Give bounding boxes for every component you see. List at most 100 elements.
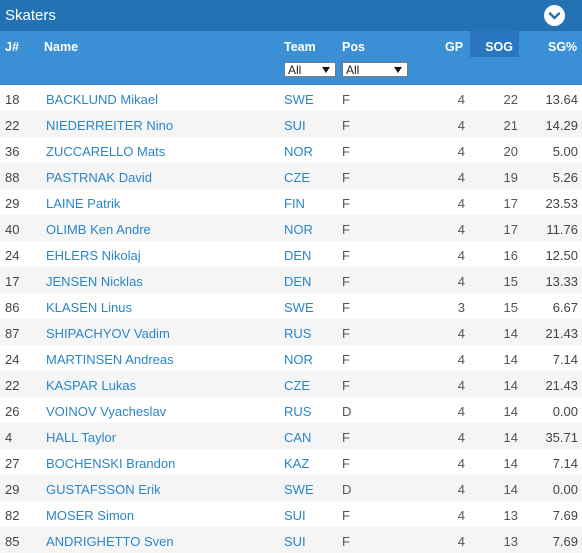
shooting-percentage-cell: 21.43 (545, 326, 578, 341)
position-cell: F (342, 456, 350, 471)
team-link[interactable]: SWE (284, 300, 314, 315)
table-row: 85 ANDRIGHETTO Sven SUI F 4 13 7.69 (0, 527, 582, 553)
shots-on-goal-cell: 17 (503, 222, 518, 237)
position-cell: D (342, 482, 352, 497)
player-name-link[interactable]: KLASEN Linus (46, 300, 132, 315)
shots-on-goal-cell: 17 (503, 196, 518, 211)
team-link[interactable]: SUI (284, 508, 306, 523)
games-played-cell: 4 (457, 378, 465, 393)
shooting-percentage-cell: 14.29 (545, 118, 578, 133)
shots-on-goal-cell: 14 (503, 326, 518, 341)
team-link[interactable]: CZE (284, 170, 310, 185)
player-name-link[interactable]: OLIMB Ken Andre (46, 222, 151, 237)
team-link[interactable]: RUS (284, 326, 312, 341)
games-played-cell: 4 (457, 118, 465, 133)
column-header-team[interactable]: Team (284, 40, 316, 54)
column-header-gp[interactable]: GP (445, 40, 464, 54)
games-played-cell: 4 (457, 196, 465, 211)
table-row: 22 NIEDERREITER Nino SUI F 4 21 14.29 (0, 111, 582, 137)
position-cell: F (342, 118, 350, 133)
team-link[interactable]: SUI (284, 118, 306, 133)
position-cell: F (342, 196, 350, 211)
player-name-link[interactable]: MOSER Simon (46, 508, 135, 523)
table-header: J# Name Team Pos GP SOG SG% All All (0, 31, 582, 85)
shots-on-goal-cell: 20 (503, 144, 518, 159)
player-name-link[interactable]: LAINE Patrik (46, 196, 121, 211)
position-cell: F (342, 352, 350, 367)
team-link[interactable]: NOR (284, 222, 313, 237)
games-played-cell: 4 (457, 404, 465, 419)
team-link[interactable]: CZE (284, 378, 310, 393)
table-row: 24 EHLERS Nikolaj DEN F 4 16 12.50 (0, 241, 582, 267)
player-name-link[interactable]: EHLERS Nikolaj (46, 248, 141, 263)
position-cell: F (342, 430, 350, 445)
player-name-link[interactable]: JENSEN Nicklas (46, 274, 143, 289)
team-link[interactable]: DEN (284, 248, 312, 263)
games-played-cell: 4 (457, 352, 465, 367)
player-name-link[interactable]: SHIPACHYOV Vadim (46, 326, 170, 341)
jersey-cell: 87 (5, 326, 20, 341)
games-played-cell: 4 (457, 508, 465, 523)
team-filter-value: All (288, 63, 302, 77)
panel-title: Skaters (5, 7, 56, 24)
team-link[interactable]: NOR (284, 352, 313, 367)
jersey-cell: 82 (5, 508, 20, 523)
table-row: 82 MOSER Simon SUI F 4 13 7.69 (0, 501, 582, 527)
shots-on-goal-cell: 13 (503, 534, 518, 549)
table-row: 29 GUSTAFSSON Erik SWE D 4 14 0.00 (0, 475, 582, 501)
column-header-pos[interactable]: Pos (342, 40, 365, 54)
column-header-sog[interactable]: SOG (470, 31, 519, 57)
collapse-button[interactable] (544, 5, 565, 26)
player-name-link[interactable]: ANDRIGHETTO Sven (46, 534, 174, 549)
shooting-percentage-cell: 7.14 (552, 352, 578, 367)
position-cell: F (342, 170, 350, 185)
player-name-link[interactable]: HALL Taylor (46, 430, 117, 445)
position-cell: F (342, 300, 350, 315)
player-name-link[interactable]: VOINOV Vyacheslav (46, 404, 167, 419)
team-link[interactable]: SWE (284, 482, 314, 497)
shooting-percentage-cell: 21.43 (545, 378, 578, 393)
team-link[interactable]: SUI (284, 534, 306, 549)
table-row: 40 OLIMB Ken Andre NOR F 4 17 11.76 (0, 215, 582, 241)
player-name-link[interactable]: ZUCCARELLO Mats (46, 144, 166, 159)
player-name-link[interactable]: PASTRNAK David (46, 170, 152, 185)
team-filter-select[interactable]: All (284, 62, 336, 77)
chevron-down-icon (548, 12, 561, 20)
column-header-jersey[interactable]: J# (5, 40, 19, 54)
player-name-link[interactable]: BOCHENSKI Brandon (46, 456, 176, 471)
games-played-cell: 4 (457, 144, 465, 159)
table-row: 36 ZUCCARELLO Mats NOR F 4 20 5.00 (0, 137, 582, 163)
team-link[interactable]: SWE (284, 92, 314, 107)
team-link[interactable]: RUS (284, 404, 312, 419)
shooting-percentage-cell: 13.64 (545, 92, 578, 107)
shooting-percentage-cell: 7.14 (552, 456, 578, 471)
player-name-link[interactable]: NIEDERREITER Nino (46, 118, 174, 133)
shots-on-goal-cell: 14 (503, 378, 518, 393)
column-header-sgp[interactable]: SG% (548, 40, 578, 54)
shots-on-goal-cell: 22 (503, 92, 518, 107)
dropdown-arrow-icon (394, 67, 402, 73)
team-link[interactable]: CAN (284, 430, 312, 445)
jersey-cell: 29 (5, 196, 20, 211)
shooting-percentage-cell: 23.53 (545, 196, 578, 211)
table-row: 22 KASPAR Lukas CZE F 4 14 21.43 (0, 371, 582, 397)
player-name-link[interactable]: GUSTAFSSON Erik (46, 482, 161, 497)
team-link[interactable]: DEN (284, 274, 312, 289)
games-played-cell: 4 (457, 248, 465, 263)
jersey-cell: 36 (5, 144, 20, 159)
jersey-cell: 88 (5, 170, 20, 185)
pos-filter-select[interactable]: All (342, 62, 408, 77)
team-link[interactable]: NOR (284, 144, 313, 159)
column-header-name[interactable]: Name (44, 40, 79, 54)
player-name-link[interactable]: MARTINSEN Andreas (46, 352, 174, 367)
table-row: 88 PASTRNAK David CZE F 4 19 5.26 (0, 163, 582, 189)
jersey-cell: 29 (5, 482, 20, 497)
player-name-link[interactable]: KASPAR Lukas (46, 378, 137, 393)
shooting-percentage-cell: 0.00 (552, 404, 578, 419)
player-name-link[interactable]: BACKLUND Mikael (46, 92, 158, 107)
shots-on-goal-cell: 19 (503, 170, 518, 185)
column-header-sog-label: SOG (485, 40, 513, 54)
team-link[interactable]: FIN (284, 196, 305, 211)
shooting-percentage-cell: 13.33 (545, 274, 578, 289)
team-link[interactable]: KAZ (284, 456, 310, 471)
